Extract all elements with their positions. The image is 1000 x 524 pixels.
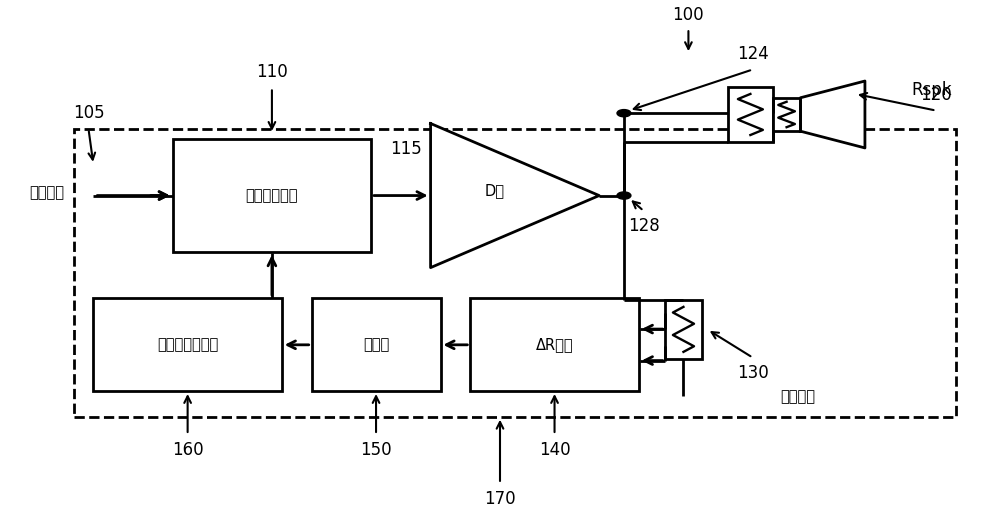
Text: 140: 140 [539, 441, 570, 460]
Text: ΔR检测: ΔR检测 [536, 337, 573, 352]
Text: 160: 160 [172, 441, 203, 460]
Text: 110: 110 [256, 63, 288, 81]
Bar [773, 98, 800, 131]
Text: 模拟输入: 模拟输入 [29, 185, 64, 201]
Text: 增益控制电路: 增益控制电路 [246, 188, 298, 203]
Circle shape [617, 192, 631, 199]
Bar [173, 139, 371, 252]
Bar [470, 299, 639, 391]
Bar [728, 88, 773, 141]
Bar [312, 299, 441, 391]
Bar [93, 299, 282, 391]
Text: 100: 100 [673, 6, 704, 25]
Circle shape [617, 110, 631, 117]
Text: 参考电阻: 参考电阻 [780, 389, 815, 404]
Polygon shape [431, 124, 599, 268]
Polygon shape [800, 81, 865, 148]
Text: 150: 150 [360, 441, 392, 460]
Text: Rspk: Rspk [911, 81, 952, 99]
Text: 130: 130 [737, 364, 769, 382]
Text: 115: 115 [390, 140, 422, 158]
Text: 124: 124 [737, 45, 769, 63]
Text: 128: 128 [628, 217, 660, 235]
Text: 105: 105 [73, 104, 104, 122]
Text: 170: 170 [484, 490, 516, 508]
Bar [74, 128, 956, 417]
Bar [665, 300, 702, 359]
Text: 功率限制器电路: 功率限制器电路 [157, 337, 218, 352]
Text: D类: D类 [485, 183, 505, 198]
Text: 120: 120 [920, 86, 952, 104]
Text: 滤波器: 滤波器 [363, 337, 389, 352]
